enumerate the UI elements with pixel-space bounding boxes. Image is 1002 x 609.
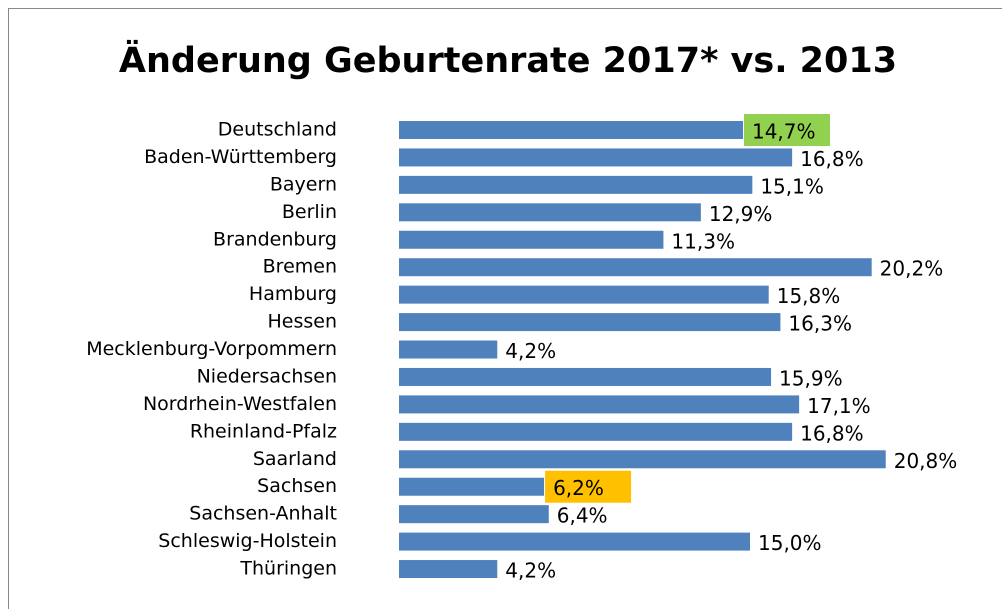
category-label: Sachsen	[257, 475, 337, 497]
value-label: 20,2%	[880, 257, 944, 281]
value-label: 16,3%	[788, 312, 852, 336]
category-label: Hessen	[267, 311, 337, 333]
category-label: Baden-Württemberg	[144, 146, 337, 168]
bar	[399, 340, 498, 359]
value-label: 20,8%	[894, 449, 958, 473]
value-label: 15,8%	[777, 284, 841, 308]
bar	[399, 203, 701, 222]
value-label-background	[743, 114, 830, 146]
category-label: Brandenburg	[213, 228, 337, 250]
category-label: Bremen	[263, 256, 337, 278]
value-label: 4,2%	[505, 559, 556, 583]
category-label: Niedersachsen	[197, 365, 337, 387]
bar	[399, 148, 793, 167]
bar	[399, 121, 743, 139]
bar	[399, 422, 793, 441]
value-label: 15,0%	[758, 531, 822, 555]
value-label: 11,3%	[671, 229, 735, 253]
value-label: 6,2%	[553, 476, 604, 500]
category-label: Rheinland-Pfalz	[190, 420, 337, 442]
category-label: Bayern	[270, 173, 337, 195]
value-label: 6,4%	[557, 504, 608, 528]
bar	[399, 258, 872, 277]
category-label: Saarland	[253, 448, 337, 470]
bar	[399, 505, 549, 524]
category-label: Hamburg	[249, 283, 337, 305]
value-label: 17,1%	[807, 394, 871, 418]
bar	[399, 313, 781, 332]
value-label-background	[545, 470, 632, 503]
category-label: Berlin	[282, 201, 337, 223]
value-label: 16,8%	[800, 421, 864, 445]
bar	[399, 175, 753, 194]
bar	[399, 367, 772, 386]
value-label: 12,9%	[709, 202, 773, 226]
category-label: Nordrhein-Westfalen	[143, 393, 337, 415]
bar	[399, 395, 800, 414]
value-label: 16,8%	[800, 147, 864, 171]
bar	[399, 560, 498, 579]
value-label: 15,9%	[779, 366, 843, 390]
bar	[399, 285, 769, 304]
category-label: Thüringen	[239, 558, 337, 580]
bar	[399, 450, 886, 469]
category-label: Schleswig-Holstein	[158, 530, 337, 552]
bar	[399, 477, 545, 496]
category-label: Sachsen-Anhalt	[189, 503, 337, 525]
category-label: Mecklenburg-Vorpommern	[86, 338, 337, 360]
value-label: 15,1%	[760, 174, 824, 198]
value-label: 14,7%	[752, 120, 816, 144]
bar	[399, 230, 664, 249]
chart-title: Änderung Geburtenrate 2017* vs. 2013	[119, 39, 897, 81]
value-label: 4,2%	[505, 339, 556, 363]
bar	[399, 532, 750, 551]
category-label: Deutschland	[218, 119, 337, 141]
